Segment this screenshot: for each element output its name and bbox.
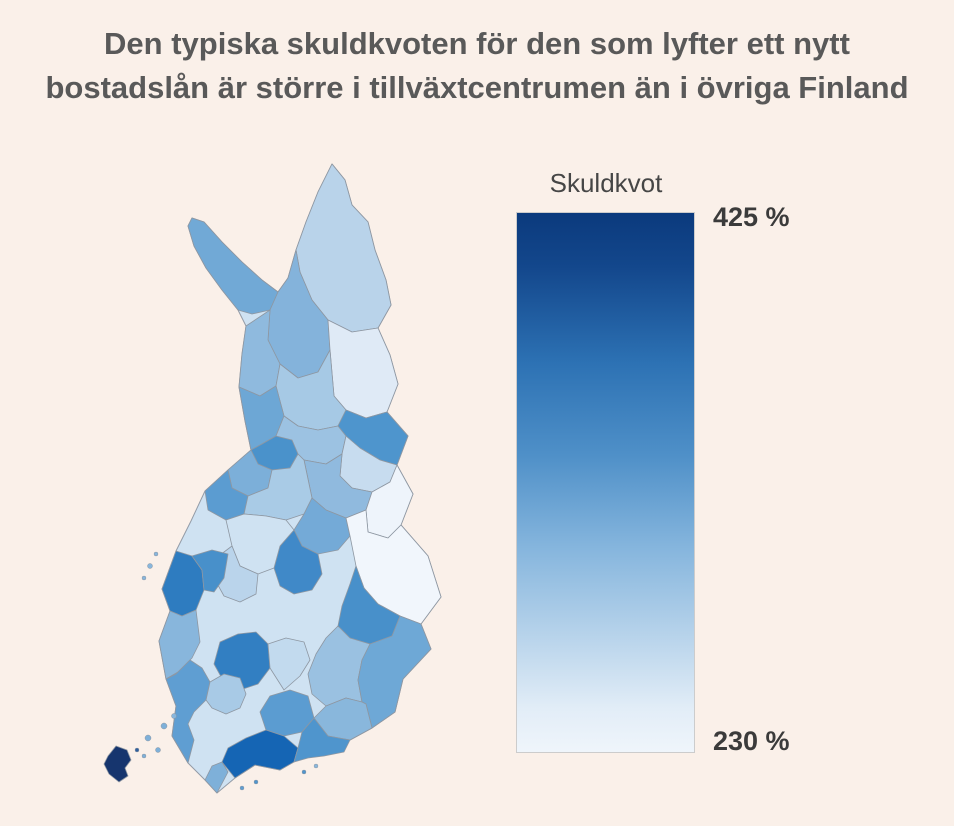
map-region-hame: hame ~265 % <box>267 637 311 691</box>
chart-title-line-2: bostadslån är större i tillväxtcentrumen… <box>45 70 909 105</box>
chart-title-line-1: Den typiska skuldkvoten för den som lyft… <box>104 26 850 61</box>
map-island <box>239 785 245 791</box>
map-region-hanko-raseborg: hanko-raseborg ~320 % <box>204 761 229 794</box>
finland-choropleth-map: northwest-arm ~330 %north-lapland ~270 %… <box>100 160 450 805</box>
map-region-kuopio: kuopio ~325 % <box>293 497 351 555</box>
map-region-salo: salo ~285 % <box>205 673 247 715</box>
chart-title: Den typiska skuldkvoten för den som lyft… <box>0 22 954 110</box>
map-island <box>141 575 147 581</box>
map-island <box>147 563 153 569</box>
map-island <box>141 753 147 759</box>
map-island <box>301 769 307 775</box>
map-island <box>171 713 177 719</box>
map-region-seinajoki: seinajoki ~365 % <box>191 549 229 593</box>
map-island <box>155 747 161 753</box>
map-region-aland-islands: aland-islands ~425 % <box>103 745 132 783</box>
legend-max-label: 425 % <box>713 202 790 232</box>
map-island <box>313 763 319 769</box>
map-region-south-karelia: south-karelia ~330 % <box>357 615 432 729</box>
legend-min-label: 230 % <box>713 726 790 756</box>
map-island <box>134 747 140 753</box>
map-region-central-finland-west: central-finland-west ~255 % <box>225 513 295 575</box>
map-island <box>153 551 159 557</box>
legend-title: Skuldkvot <box>549 168 663 198</box>
map-island <box>144 734 152 742</box>
legend-gradient-bar <box>516 212 695 753</box>
map-island <box>160 722 168 730</box>
map-region-porvoo-kotka-coast: porvoo-kotka-coast ~355 % <box>293 717 351 763</box>
map-island <box>253 779 259 785</box>
finland-map-svg: northwest-arm ~330 %north-lapland ~270 %… <box>103 163 442 794</box>
map-region-turku-region: turku-region ~345 % <box>165 659 211 764</box>
map-region-northwest-arm: northwest-arm ~330 % <box>187 217 279 315</box>
